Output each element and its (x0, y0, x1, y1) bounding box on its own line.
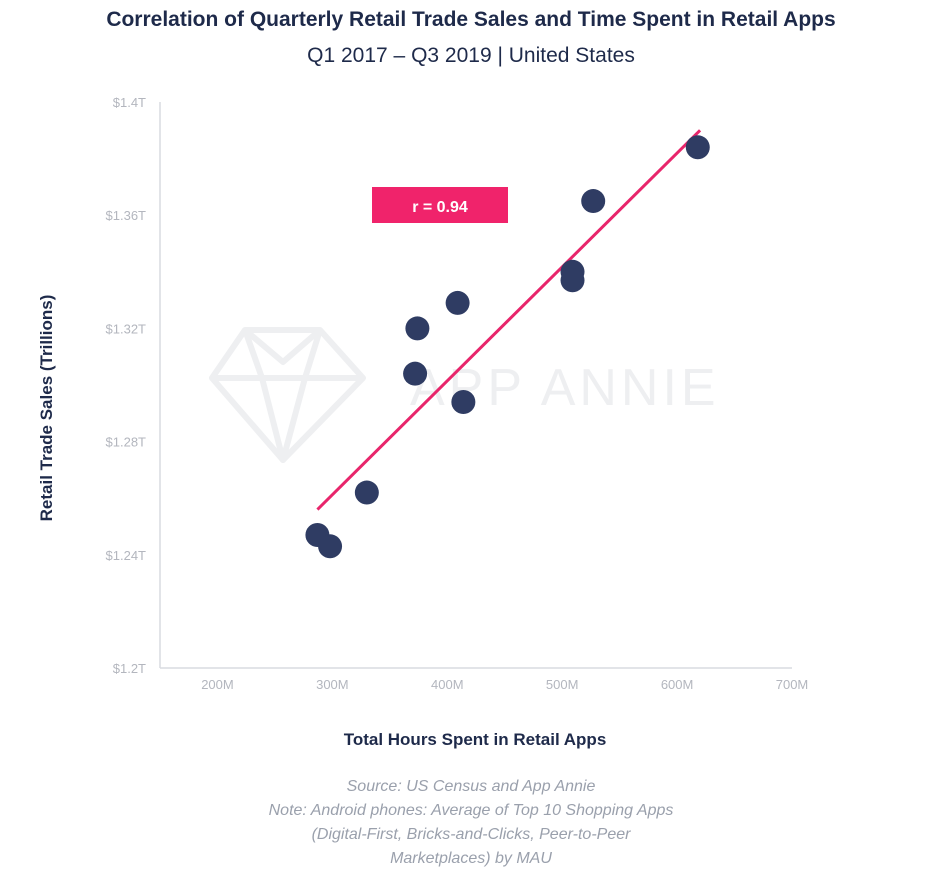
y-tick-label: $1.28T (106, 435, 147, 450)
data-points (305, 135, 710, 559)
data-point (354, 480, 379, 505)
y-axis-ticks: $1.2T $1.24T $1.28T $1.32T $1.36T $1.4T (106, 95, 147, 676)
x-tick-label: 600M (661, 677, 694, 692)
annotation-background (372, 187, 508, 223)
correlation-annotation: r = 0.94 (372, 187, 508, 223)
note-line-2: (Digital-First, Bricks-and-Clicks, Peer-… (311, 826, 631, 843)
x-tick-label: 200M (201, 677, 234, 692)
axes (159, 102, 792, 669)
x-tick-label: 700M (776, 677, 809, 692)
data-point (405, 316, 430, 341)
data-point (560, 268, 585, 293)
x-tick-label: 400M (431, 677, 464, 692)
x-axis-ticks: 200M 300M 400M 500M 600M 700M (201, 677, 808, 692)
x-tick-label: 300M (316, 677, 349, 692)
y-tick-label: $1.24T (106, 548, 147, 563)
data-point (581, 189, 606, 214)
watermark-diamond-icon (209, 327, 366, 463)
data-point (403, 361, 428, 386)
note-line-1: Note: Android phones: Average of Top 10 … (268, 802, 674, 819)
annotation-label: r = 0.94 (412, 199, 468, 216)
y-tick-label: $1.4T (113, 95, 146, 110)
trendline-group (316, 129, 702, 511)
source-note: Source: US Census and App Annie (346, 778, 596, 795)
x-tick-label: 500M (546, 677, 579, 692)
chart-title: Correlation of Quarterly Retail Trade Sa… (106, 8, 836, 31)
watermark: APP ANNIE (209, 327, 716, 463)
y-tick-label: $1.32T (106, 321, 147, 336)
y-tick-label: $1.2T (113, 661, 146, 676)
y-axis-title: Retail Trade Sales (Trillions) (37, 295, 56, 522)
chart-subtitle: Q1 2017 – Q3 2019 | United States (307, 44, 635, 67)
y-tick-label: $1.36T (106, 208, 147, 223)
trendline (316, 129, 702, 511)
data-point (451, 389, 476, 414)
data-point (318, 534, 343, 559)
note-line-3: Marketplaces) by MAU (390, 850, 552, 867)
x-axis-title: Total Hours Spent in Retail Apps (344, 730, 607, 749)
data-point (445, 290, 470, 315)
data-point (685, 135, 710, 160)
